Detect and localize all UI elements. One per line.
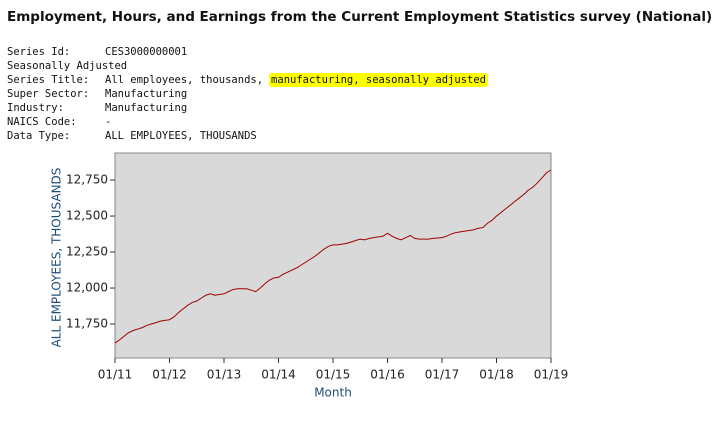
x-tick-label: 01/13 xyxy=(207,368,242,382)
info-row: Data Type: ALL EMPLOYEES, THOUSANDS xyxy=(7,129,488,143)
info-value: Manufacturing xyxy=(105,88,188,100)
info-value: - xyxy=(105,116,112,128)
y-tick-label: 12,500 xyxy=(66,209,108,223)
series-info: Series Id: CES3000000001 Seasonally Adjust… xyxy=(7,45,488,143)
y-tick-label: 12,750 xyxy=(66,173,108,187)
x-tick-label: 01/18 xyxy=(479,368,514,382)
info-row: Super Sector: Manufacturing xyxy=(7,87,488,101)
x-tick-label: 01/16 xyxy=(370,368,405,382)
y-tick-label: 11,750 xyxy=(66,317,108,331)
info-label: Series Title: xyxy=(7,74,90,86)
info-row: Industry: Manufacturing xyxy=(7,101,488,115)
info-label: NAICS Code: xyxy=(7,116,77,128)
info-value: All employees, thousands, xyxy=(105,74,264,86)
x-tick-label: 01/15 xyxy=(316,368,351,382)
info-value: ALL EMPLOYEES, THOUSANDS xyxy=(105,130,257,142)
page-title: Employment, Hours, and Earnings from the… xyxy=(7,9,713,25)
info-row: NAICS Code: - xyxy=(7,115,488,129)
info-highlight: manufacturing, seasonally adjusted xyxy=(269,73,488,87)
data-line xyxy=(114,169,552,344)
y-tick-label: 12,000 xyxy=(66,281,108,295)
x-tick-label: 01/12 xyxy=(152,368,187,382)
info-label: Data Type: xyxy=(7,130,71,142)
info-row: Series Id: CES3000000001 xyxy=(7,45,488,59)
x-tick-label: 01/19 xyxy=(534,368,569,382)
info-row: Seasonally Adjusted xyxy=(7,59,488,73)
x-tick-label: 01/11 xyxy=(98,368,133,382)
y-tick-label: 12,250 xyxy=(66,245,108,259)
info-value: CES3000000001 xyxy=(105,46,188,58)
x-tick-label: 01/17 xyxy=(425,368,460,382)
info-value: Manufacturing xyxy=(105,102,188,114)
y-axis-label: ALL EMPLOYEES, THOUSANDS xyxy=(50,168,64,348)
info-label: Series Id: xyxy=(7,46,71,58)
plot-area xyxy=(114,152,552,359)
x-axis-label: Month xyxy=(314,386,352,400)
info-row: Series Title: All employees, thousands, ma… xyxy=(7,73,488,87)
info-text: Seasonally Adjusted xyxy=(7,60,128,72)
info-label: Industry: xyxy=(7,102,64,114)
info-label: Super Sector: xyxy=(7,88,90,100)
x-tick-label: 01/14 xyxy=(261,368,296,382)
